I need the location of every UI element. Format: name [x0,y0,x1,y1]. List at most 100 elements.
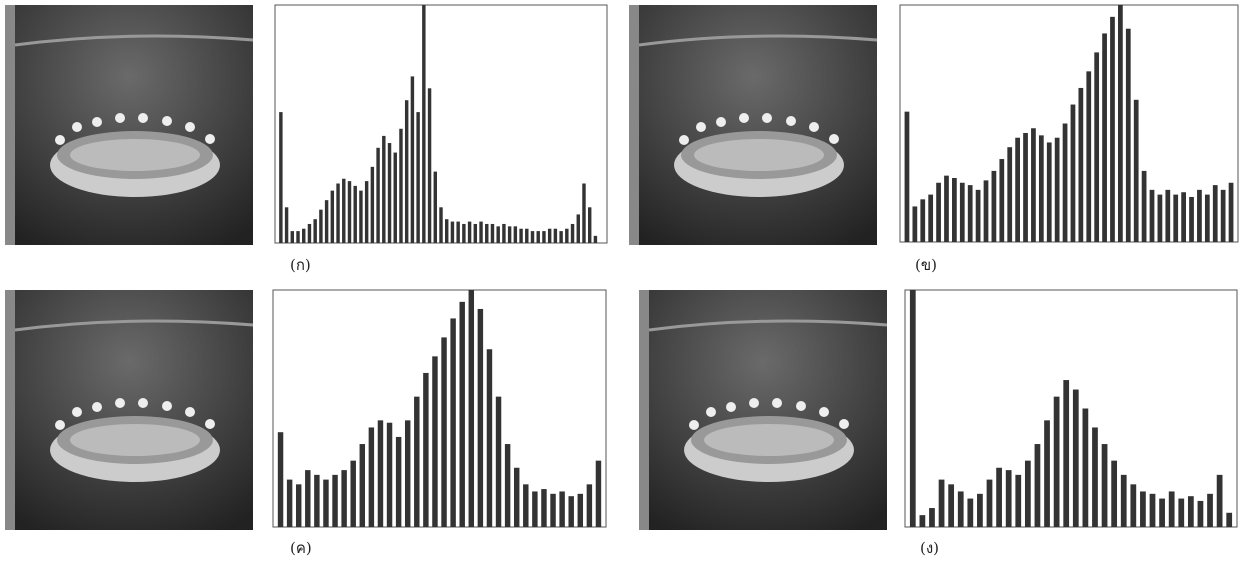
histogram-bar [496,226,499,243]
histogram-bar [550,494,555,527]
histogram-bar [984,180,989,242]
histogram-bar [296,484,301,527]
histogram-bar [548,229,551,243]
histogram-bar [977,494,983,527]
histogram-bar [920,199,925,242]
histogram-bar [308,224,311,243]
histogram-bar [1159,499,1165,527]
histogram-bar [1071,105,1076,242]
histogram-bar [416,112,419,243]
histogram-bar [996,468,1002,527]
histogram-bar [1181,192,1186,242]
histogram-bar [1039,135,1044,242]
panel-label: (ข) [915,256,937,274]
histogram-bar [1055,138,1060,242]
histogram-bar [331,191,334,243]
histogram-bar [1047,142,1052,242]
panel-label: (ก) [290,256,311,274]
histogram-bar [936,183,941,242]
plot-frame [905,290,1237,527]
histogram-bar [1083,409,1089,528]
histogram-bar [554,229,557,243]
histogram-bar [302,229,305,243]
histogram-bar [1197,190,1202,242]
histogram-bar [462,224,465,243]
histogram-bar [944,176,949,242]
histogram-bar [1198,501,1204,527]
histogram-bar [910,290,916,527]
histogram-bar [519,229,522,243]
histogram-bar [1102,444,1108,527]
histogram-bar [559,491,564,527]
histogram-bar [952,178,957,242]
histogram-bar [432,356,437,527]
histogram-bar [1044,420,1050,527]
histogram-bar [1102,33,1107,242]
histogram-bar [577,214,580,243]
histogram-bar [1054,397,1060,527]
histogram-bar [999,159,1004,242]
histogram-bar [1158,195,1163,242]
photo [639,290,887,530]
histogram-bar [279,112,282,243]
histogram-bar [1140,491,1146,527]
histogram-bar [1092,427,1098,527]
histogram-bar [445,219,448,243]
histogram-bar [336,184,339,244]
histogram-bar [1078,88,1083,242]
histogram-bar [485,224,488,243]
histogram-bar [565,229,568,243]
histogram-bar [382,136,385,243]
histogram-bar [1025,461,1031,527]
histogram-bar [1189,197,1194,242]
histogram-bar [905,112,910,242]
histogram-bar [332,475,337,527]
histogram-bar [1173,195,1178,242]
histogram-bar [1110,17,1115,242]
histogram-bar [423,373,428,527]
histogram-bar [596,461,601,527]
photo [5,5,253,245]
histogram-bar [987,480,993,527]
histogram-bar [434,172,437,243]
histogram-bar [594,236,597,243]
histogram-bar [353,186,356,243]
histogram-bar [967,499,973,527]
histogram-bar [960,183,965,242]
histogram-bar [1150,190,1155,242]
figure: (ก)(ข)(ค)(ง) [0,0,1242,567]
histogram-bar [469,290,474,527]
histogram-bar [1207,494,1213,527]
histogram-bar [1121,475,1127,527]
histogram-bar [474,224,477,243]
histogram-bar [992,171,997,242]
histogram-bar [1015,138,1020,242]
panel-label: (ค) [290,539,312,557]
histogram-bar [1150,494,1156,527]
histogram-bar [1063,380,1069,527]
histogram-bar [505,444,510,527]
histogram-bar [1205,195,1210,242]
histogram-bar [1169,491,1175,527]
histogram-bar [319,210,322,243]
histogram-bar [523,484,528,527]
histogram-bar [1073,390,1079,527]
histogram-bar [1035,444,1041,527]
histogram-bar [976,190,981,242]
histogram-bar [958,491,964,527]
histogram-bar [369,427,374,527]
histogram-bar [508,226,511,243]
histogram-bar [537,231,540,243]
histogram-bar [1111,461,1117,527]
histogram-bar [559,231,562,243]
histogram-bar [387,423,392,527]
histogram-bar [1130,484,1136,527]
histogram-bar [350,461,355,527]
histogram-bar [578,494,583,527]
histogram-bar [341,470,346,527]
histogram-bar [1006,470,1012,527]
histogram-bar [514,468,519,527]
histogram-bar [285,207,288,243]
histogram-bar [1226,513,1232,527]
histogram-bar [396,437,401,527]
